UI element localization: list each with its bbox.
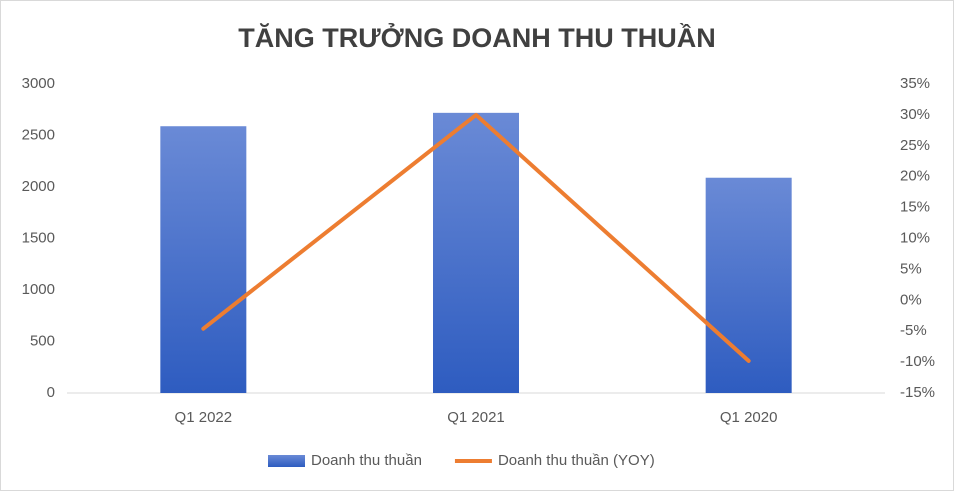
bar (160, 126, 247, 393)
y-tick-label: 3000 (22, 75, 55, 92)
legend-swatch (268, 455, 305, 467)
x-tick-label: Q1 2020 (720, 409, 778, 426)
y-tick-label: 2500 (22, 126, 55, 143)
y2-tick-label: -15% (900, 384, 935, 401)
x-tick-label: Q1 2022 (175, 409, 233, 426)
y2-tick-label: -10% (900, 353, 935, 370)
y2-tick-label: 30% (900, 106, 930, 123)
line (201, 112, 751, 363)
y-tick-label: 2000 (22, 178, 55, 195)
y2-tick-label: 20% (900, 168, 930, 185)
bar (433, 112, 519, 393)
bar (705, 177, 792, 393)
y2-tick-label: -5% (900, 322, 927, 339)
y-tick-label: 1500 (22, 229, 55, 246)
y2-tick-label: 5% (900, 260, 922, 277)
chart-title: TĂNG TRƯỞNG DOANH THU THUẦN (238, 21, 715, 53)
y-tick-label: 1000 (22, 281, 55, 298)
y-tick-label: 500 (30, 332, 55, 349)
y2-tick-label: 0% (900, 291, 922, 308)
x-tick-label: Q1 2021 (447, 409, 505, 426)
legend-label: Doanh thu thuần (311, 452, 422, 469)
y-tick-label: 0 (47, 384, 55, 401)
y2-tick-label: 25% (900, 137, 930, 154)
y2-tick-label: 10% (900, 229, 930, 246)
legend-label: Doanh thu thuần (YOY) (498, 452, 655, 469)
y2-tick-label: 15% (900, 199, 930, 216)
y2-tick-label: 35% (900, 75, 930, 92)
